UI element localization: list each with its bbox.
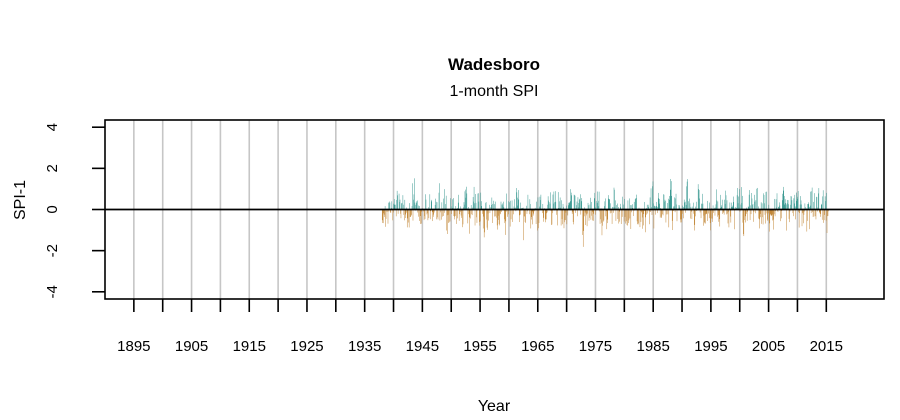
x-tick-label-1955: 1955 xyxy=(463,338,496,355)
y-tick-label-4: 4 xyxy=(44,123,61,131)
x-tick-label-1985: 1985 xyxy=(636,338,669,355)
spi-bars-series xyxy=(381,178,829,247)
x-tick-label-1925: 1925 xyxy=(290,338,323,355)
y-axis-title: SPI-1 xyxy=(12,180,29,220)
x-tick-label-1945: 1945 xyxy=(406,338,439,355)
y-tick-label--2: -2 xyxy=(44,244,61,257)
chart-subtitle: 1-month SPI xyxy=(450,83,539,100)
x-tick-label-1915: 1915 xyxy=(233,338,266,355)
chart-title: Wadesboro xyxy=(448,55,540,74)
axes: 1895 1905 1915 1925 1935 1945 1955 1965 1975 1985… xyxy=(44,119,885,355)
y-tick-label-0: 0 xyxy=(44,205,61,213)
x-tick-label-1895: 1895 xyxy=(117,338,150,355)
x-tick-label-1935: 1935 xyxy=(348,338,381,355)
y-tick-label--4: -4 xyxy=(44,285,61,298)
y-tick-label-2: 2 xyxy=(44,164,61,172)
x-tick-label-2015: 2015 xyxy=(810,338,843,355)
x-tick-label-2005: 2005 xyxy=(752,338,785,355)
x-axis-title: Year xyxy=(478,398,511,415)
x-tick-label-1995: 1995 xyxy=(694,338,727,355)
x-tick-label-1975: 1975 xyxy=(579,338,612,355)
x-tick-label-1965: 1965 xyxy=(521,338,554,355)
x-tick-label-1905: 1905 xyxy=(175,338,208,355)
